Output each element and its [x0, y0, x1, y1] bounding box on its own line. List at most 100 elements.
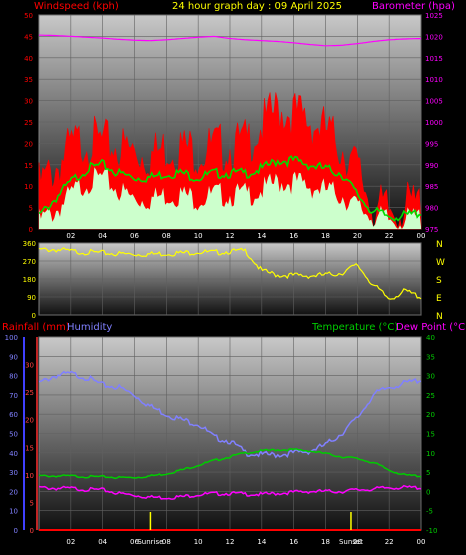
compass-label: S	[436, 276, 442, 286]
direction-tick-label: 360	[23, 240, 36, 248]
rainfall-label: Rainfall (mm)	[2, 322, 70, 333]
temperature-tick-label: -10	[426, 527, 437, 535]
direction-tick-label: 180	[23, 276, 36, 284]
barometer-tick-label: 990	[425, 162, 438, 170]
barometer-title: Barometer (hpa)	[372, 1, 455, 12]
humidity-tick-label: 50	[9, 431, 18, 439]
bottom-time-tick-label: 12	[226, 538, 235, 546]
direction-axis: 360 270 180 90 0	[23, 240, 36, 320]
temperature-series	[38, 448, 422, 480]
windspeed-tick-label: 50	[24, 12, 33, 20]
windspeed-tick-label: 40	[24, 55, 33, 63]
bottom-time-axis: 02 04 06 08 10 12 14 16 18 20 22 00 Sunrise Sunset	[66, 538, 425, 546]
bottom-time-tick-label: 18	[321, 538, 330, 546]
wind-time-tick-label: 22	[385, 232, 394, 240]
barometer-tick-label: 985	[425, 183, 438, 191]
rainfall-tick-label: 20	[25, 417, 34, 425]
windspeed-tick-label: 20	[24, 140, 33, 148]
humidity-series	[38, 370, 421, 459]
temperature-tick-label: 25	[426, 392, 435, 400]
rainfall-tick-label: 25	[25, 389, 34, 397]
wind-average-series	[38, 155, 422, 222]
barometer-tick-label: 995	[425, 140, 438, 148]
humidity-tick-label: 60	[9, 411, 18, 419]
temperature-axis: 40 35 30 25 20 15 10 5 0 -5 -10	[426, 334, 437, 535]
temperature-tick-label: 40	[426, 334, 435, 342]
sunset-label: Sunset	[339, 538, 363, 546]
barometer-tick-label: 1020	[425, 33, 443, 41]
sunrise-label: Sunrise	[137, 538, 163, 546]
barometer-tick-label: 1015	[425, 55, 443, 63]
temperature-tick-label: 15	[426, 431, 435, 439]
humidity-tick-label: 0	[14, 527, 18, 535]
wind-time-tick-label: 02	[66, 232, 75, 240]
windspeed-title: Windspeed (kph)	[34, 1, 119, 12]
humidity-tick-label: 90	[9, 353, 18, 361]
humidity-label: Humidity	[67, 322, 112, 333]
temperature-tick-label: 30	[426, 373, 435, 381]
barometer-tick-label: 980	[425, 205, 438, 213]
wind-time-tick-label: 16	[289, 232, 298, 240]
wind-time-tick-label: 04	[98, 232, 107, 240]
bottom-time-tick-label: 04	[98, 538, 107, 546]
rainfall-tick-label: 15	[25, 444, 34, 452]
bottom-time-tick-label: 02	[66, 538, 75, 546]
temperature-tick-label: 5	[426, 469, 430, 477]
barometer-tick-label: 1010	[425, 76, 443, 84]
bottom-time-tick-label: 00	[417, 538, 426, 546]
rainfall-tick-label: 10	[25, 472, 34, 480]
rainfall-tick-label: 0	[30, 527, 34, 535]
bottom-time-tick-label: 08	[162, 538, 171, 546]
barometer-tick-label: 1025	[425, 12, 443, 20]
direction-tick-label: 270	[23, 258, 36, 266]
humidity-tick-label: 80	[9, 373, 18, 381]
temperature-tick-label: 35	[426, 353, 435, 361]
compass-label: N	[436, 240, 443, 250]
wind-speed-series	[39, 167, 421, 229]
bottom-time-tick-label: 10	[194, 538, 203, 546]
temperature-tick-label: 10	[426, 450, 435, 458]
wind-time-axis: 02 04 06 08 10 12 14 16 18 20 22 00	[66, 232, 425, 240]
compass-label: N	[436, 312, 443, 322]
direction-tick-label: 90	[27, 294, 36, 302]
compass-label: E	[436, 294, 442, 304]
humidity-tick-label: 10	[9, 508, 18, 516]
barometer-tick-label: 975	[425, 226, 438, 234]
dewpoint-label: Dew Point (°C)	[396, 322, 466, 333]
barometer-series	[38, 34, 422, 47]
rainfall-axis: 30 25 20 15 10 5 0	[25, 362, 34, 535]
temperature-label: Temperature (°C)	[311, 322, 398, 333]
windspeed-tick-label: 10	[24, 183, 33, 191]
bottom-time-tick-label: 22	[385, 538, 394, 546]
temperature-tick-label: 20	[426, 411, 435, 419]
chart-title: 24 hour graph day : 09 April 2025	[172, 1, 342, 12]
temperature-tick-label: 0	[426, 488, 430, 496]
windspeed-tick-label: 35	[24, 76, 33, 84]
wind-time-tick-label: 18	[321, 232, 330, 240]
bottom-time-tick-label: 06	[130, 538, 139, 546]
humidity-tick-label: 40	[9, 450, 18, 458]
dewpoint-series	[38, 484, 422, 500]
windspeed-tick-label: 5	[29, 205, 33, 213]
wind-time-tick-label: 00	[417, 232, 426, 240]
windspeed-tick-label: 15	[24, 162, 33, 170]
wind-time-tick-label: 12	[226, 232, 235, 240]
humidity-tick-label: 30	[9, 469, 18, 477]
wind-direction-series	[38, 247, 422, 300]
humidity-tick-label: 70	[9, 392, 18, 400]
compass-label: W	[436, 258, 445, 268]
windspeed-tick-label: 30	[24, 98, 33, 106]
windspeed-tick-label: 25	[24, 119, 33, 127]
bottom-time-tick-label: 14	[257, 538, 266, 546]
humidity-tick-label: 20	[9, 488, 18, 496]
bottom-time-tick-label: 20	[353, 538, 362, 546]
bottom-time-tick-label: 16	[289, 538, 298, 546]
wind-time-tick-label: 08	[162, 232, 171, 240]
windspeed-tick-label: 45	[24, 33, 33, 41]
